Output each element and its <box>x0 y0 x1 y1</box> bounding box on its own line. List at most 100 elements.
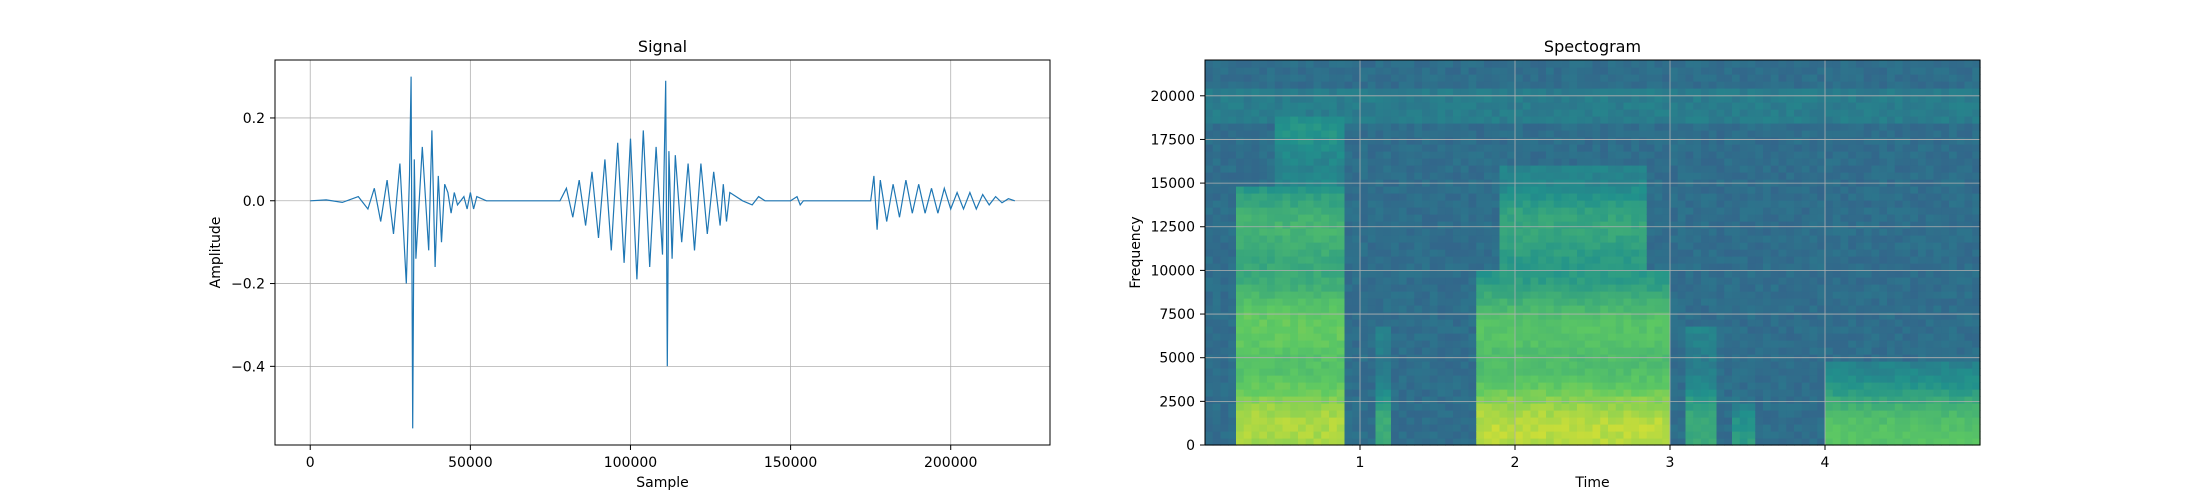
spectrogram-cell <box>1305 144 1315 152</box>
spectrogram-cell <box>1825 368 1834 376</box>
spectrogram-cell <box>1228 431 1237 439</box>
spectrogram-cell <box>1631 151 1640 159</box>
spectrogram-cell <box>1592 403 1601 411</box>
spectrogram-cell <box>1654 410 1663 418</box>
spectrogram-cell <box>1840 340 1849 348</box>
spectrogram-cell <box>1383 410 1392 418</box>
spectrogram-cell <box>1391 88 1400 96</box>
spectrogram-cell <box>1290 172 1299 180</box>
spectrogram-cell <box>1336 333 1346 341</box>
spectrogram-cell <box>1267 165 1276 173</box>
spectrogram-cell <box>1236 214 1245 222</box>
spectrogram-cell <box>1716 60 1725 68</box>
spectrogram-cell <box>1352 249 1361 257</box>
spectrogram-cell <box>1677 116 1687 124</box>
spectrogram-cell <box>1259 389 1268 397</box>
spectrogram-cell <box>1670 137 1679 145</box>
spectrogram-cell <box>1561 214 1570 222</box>
spectrogram-cell <box>1491 396 1501 404</box>
spectrogram-cell <box>1476 375 1485 383</box>
spectrogram-cell <box>1701 298 1710 306</box>
spectrogram-cell <box>1499 403 1508 411</box>
spectrogram-cell <box>1236 263 1245 271</box>
spectrogram-cell <box>1871 158 1880 166</box>
spectrogram-cell <box>1770 298 1780 306</box>
spectrogram-cell <box>1251 228 1260 236</box>
spectrogram-cell <box>1592 382 1601 390</box>
spectrogram-cell <box>1391 200 1400 208</box>
spectrogram-cell <box>1429 424 1439 432</box>
spectrogram-cell <box>1693 221 1702 229</box>
spectrogram-cell <box>1290 116 1299 124</box>
spectrogram-cell <box>1212 193 1222 201</box>
spectrogram-cell <box>1763 200 1772 208</box>
spectrogram-cell <box>1716 389 1725 397</box>
spectrogram-cell <box>1569 102 1578 110</box>
spectrogram-cell <box>1460 284 1470 292</box>
spectrogram-cell <box>1848 186 1857 194</box>
spectrogram-cell <box>1592 88 1601 96</box>
spectrogram-cell <box>1770 256 1780 264</box>
spectrogram-cell <box>1739 305 1749 313</box>
spectrogram-cell <box>1236 424 1245 432</box>
spectrogram-cell <box>1770 123 1780 131</box>
spectrogram-cell <box>1460 340 1470 348</box>
spectrogram-cell <box>1871 270 1880 278</box>
spectrogram-cell <box>1329 228 1338 236</box>
spectrogram-cell <box>1801 277 1811 285</box>
spectrogram-cell <box>1755 438 1764 446</box>
spectrogram-cell <box>1251 102 1260 110</box>
spectrogram-cell <box>1615 95 1625 103</box>
spectrogram-cell <box>1662 410 1671 418</box>
spectrogram-cell <box>1282 277 1291 285</box>
spectrogram-cell <box>1755 361 1764 369</box>
spectrogram-cell <box>1375 95 1384 103</box>
spectrogram-cell <box>1670 74 1679 82</box>
spectrogram-cell <box>1499 67 1508 75</box>
spectrogram-cell <box>1313 291 1322 299</box>
spectrogram-cell <box>1693 263 1702 271</box>
spectrogram-cell <box>1809 74 1818 82</box>
spectrogram-cell <box>1391 102 1400 110</box>
spectrogram-cell <box>1786 375 1795 383</box>
spectrogram-cell <box>1739 347 1749 355</box>
spectrogram-cell <box>1623 319 1632 327</box>
spectrogram-cell <box>1662 214 1671 222</box>
spectrogram-cell <box>1747 158 1756 166</box>
spectrogram-cell <box>1608 438 1617 446</box>
spectrogram-cell <box>1809 340 1818 348</box>
spectrogram-cell <box>1468 389 1477 397</box>
spectrogram-cell <box>1701 305 1710 313</box>
spectrogram-cell <box>1274 151 1284 159</box>
spectrogram-cell <box>1383 361 1392 369</box>
spectrogram-cell <box>1561 207 1570 215</box>
spectrogram-cell <box>1840 186 1849 194</box>
spectrogram-cell <box>1429 74 1439 82</box>
spectrogram-cell <box>1476 291 1485 299</box>
spectrogram-cell <box>1631 424 1640 432</box>
spectrogram-cell <box>1825 158 1834 166</box>
spectrogram-cell <box>1220 102 1229 110</box>
spectrogram-cell <box>1739 361 1749 369</box>
spectrogram-cell <box>1360 438 1369 446</box>
spectrogram-cell <box>1693 109 1702 117</box>
spectrogram-cell <box>1747 291 1756 299</box>
spectrogram-cell <box>1530 382 1539 390</box>
spectrogram-cell <box>1391 165 1400 173</box>
spectrogram-cell <box>1243 151 1253 159</box>
spectrogram-cell <box>1801 431 1811 439</box>
spectrogram-cell <box>1561 403 1570 411</box>
spectrogram-cell <box>1236 137 1245 145</box>
spectrogram-cell <box>1662 158 1671 166</box>
spectrogram-cell <box>1429 410 1439 418</box>
spectrogram-cell <box>1662 424 1671 432</box>
spectrogram-cell <box>1879 431 1888 439</box>
spectrogram-cell <box>1484 368 1493 376</box>
spectrogram-cell <box>1739 228 1749 236</box>
spectrogram-cell <box>1476 144 1485 152</box>
spectrogram-cell <box>1739 102 1749 110</box>
spectrogram-cell <box>1825 235 1834 243</box>
spectrogram-cell <box>1336 207 1346 215</box>
spectrogram-cell <box>1398 235 1408 243</box>
spectrogram-cell <box>1391 431 1400 439</box>
